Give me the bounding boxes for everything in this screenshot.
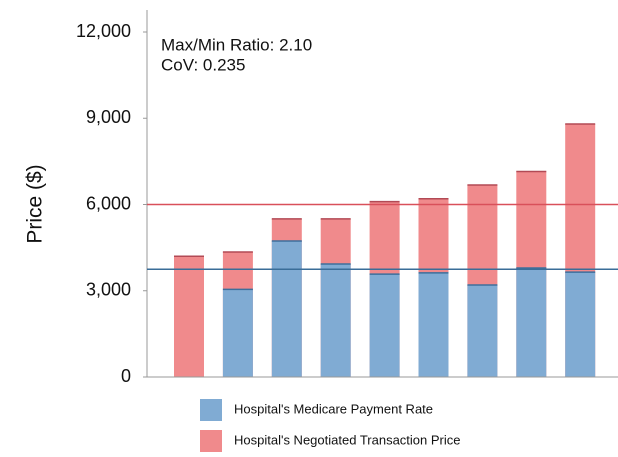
bar [418,272,449,377]
bar [565,272,596,377]
bar [320,264,351,377]
legend-label: Hospital's Medicare Payment Rate [234,401,433,416]
annotation: Max/Min Ratio: 2.10 [161,35,312,54]
bar [174,256,204,377]
y-tick-label: 6,000 [86,193,131,213]
bar [467,285,498,377]
y-tick-label: 3,000 [86,280,131,300]
bar [516,268,547,377]
annotation: CoV: 0.235 [161,55,245,74]
legend-label: Hospital's Negotiated Transaction Price [234,432,460,447]
bar [222,289,253,377]
y-tick-label: 12,000 [76,21,131,41]
bar [369,274,400,377]
bar [271,241,302,377]
legend-swatch [200,399,222,421]
y-tick-label: 9,000 [86,107,131,127]
y-axis-label: Price ($) [24,164,47,243]
legend-swatch [200,430,222,452]
y-tick-label: 0 [121,366,131,386]
